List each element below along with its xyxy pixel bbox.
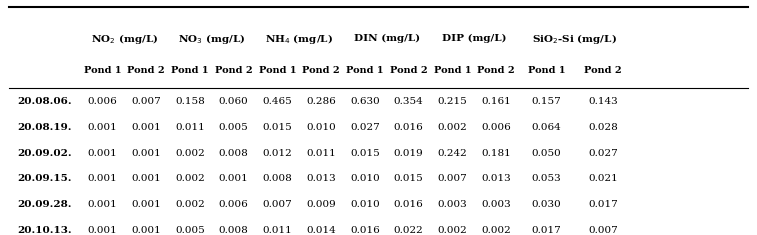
Text: 0.007: 0.007: [438, 174, 467, 183]
Text: 0.001: 0.001: [131, 200, 161, 209]
Text: 0.007: 0.007: [263, 200, 292, 209]
Text: 0.064: 0.064: [531, 123, 561, 132]
Text: 0.016: 0.016: [394, 123, 424, 132]
Text: 0.010: 0.010: [307, 123, 336, 132]
Text: 0.027: 0.027: [350, 123, 380, 132]
Text: 0.009: 0.009: [307, 200, 336, 209]
Text: Pond 2: Pond 2: [478, 66, 515, 75]
Text: 0.001: 0.001: [131, 149, 161, 157]
Text: 0.012: 0.012: [263, 149, 292, 157]
Text: 20.08.06.: 20.08.06.: [17, 97, 72, 106]
Text: 0.001: 0.001: [88, 174, 117, 183]
Text: 0.014: 0.014: [307, 226, 336, 235]
Text: 20.08.19.: 20.08.19.: [17, 123, 72, 132]
Text: 0.001: 0.001: [131, 123, 161, 132]
Text: 0.050: 0.050: [531, 149, 561, 157]
Text: 0.030: 0.030: [531, 200, 561, 209]
Text: 0.002: 0.002: [438, 226, 467, 235]
Text: 0.465: 0.465: [263, 97, 292, 106]
Text: 0.630: 0.630: [350, 97, 380, 106]
Text: 0.013: 0.013: [481, 174, 511, 183]
Text: 0.019: 0.019: [394, 149, 424, 157]
Text: Pond 2: Pond 2: [302, 66, 340, 75]
Text: 0.003: 0.003: [438, 200, 467, 209]
Text: 0.010: 0.010: [350, 174, 380, 183]
Text: 0.053: 0.053: [531, 174, 561, 183]
Text: NO$_2$ (mg/L): NO$_2$ (mg/L): [91, 32, 158, 46]
Text: 0.242: 0.242: [438, 149, 467, 157]
Text: 0.015: 0.015: [350, 149, 380, 157]
Text: 0.001: 0.001: [88, 149, 117, 157]
Text: Pond 1: Pond 1: [84, 66, 121, 75]
Text: 0.005: 0.005: [175, 226, 205, 235]
Text: 0.015: 0.015: [263, 123, 292, 132]
Text: 0.060: 0.060: [219, 97, 248, 106]
Text: NH$_4$ (mg/L): NH$_4$ (mg/L): [265, 32, 333, 46]
Text: Pond 2: Pond 2: [584, 66, 621, 75]
Text: 0.011: 0.011: [307, 149, 336, 157]
Text: 0.002: 0.002: [175, 174, 205, 183]
Text: 0.007: 0.007: [131, 97, 161, 106]
Text: 0.008: 0.008: [263, 174, 292, 183]
Text: 0.006: 0.006: [219, 200, 248, 209]
Text: 0.002: 0.002: [438, 123, 467, 132]
Text: 0.002: 0.002: [175, 149, 205, 157]
Text: 0.021: 0.021: [588, 174, 618, 183]
Text: DIN (mg/L): DIN (mg/L): [354, 34, 420, 43]
Text: 0.157: 0.157: [531, 97, 561, 106]
Text: 0.017: 0.017: [588, 200, 618, 209]
Text: 0.013: 0.013: [307, 174, 336, 183]
Text: 0.001: 0.001: [88, 123, 117, 132]
Text: 0.006: 0.006: [481, 123, 511, 132]
Text: 0.001: 0.001: [131, 174, 161, 183]
Text: 0.028: 0.028: [588, 123, 618, 132]
Text: 0.161: 0.161: [481, 97, 511, 106]
Text: 0.011: 0.011: [175, 123, 205, 132]
Text: DIP (mg/L): DIP (mg/L): [442, 34, 506, 43]
Text: 0.015: 0.015: [394, 174, 424, 183]
Text: 20.10.13.: 20.10.13.: [17, 226, 72, 235]
Text: 0.286: 0.286: [307, 97, 336, 106]
Text: 0.008: 0.008: [219, 149, 248, 157]
Text: 0.008: 0.008: [219, 226, 248, 235]
Text: 0.027: 0.027: [588, 149, 618, 157]
Text: Pond 1: Pond 1: [528, 66, 565, 75]
Text: 0.016: 0.016: [394, 200, 424, 209]
Text: 0.016: 0.016: [350, 226, 380, 235]
Text: 0.001: 0.001: [131, 226, 161, 235]
Text: NO$_3$ (mg/L): NO$_3$ (mg/L): [178, 32, 245, 46]
Text: 0.001: 0.001: [88, 200, 117, 209]
Text: 0.181: 0.181: [481, 149, 511, 157]
Text: Pond 1: Pond 1: [434, 66, 471, 75]
Text: Pond 2: Pond 2: [390, 66, 428, 75]
Text: SiO$_2$-Si (mg/L): SiO$_2$-Si (mg/L): [532, 32, 617, 46]
Text: 0.007: 0.007: [588, 226, 618, 235]
Text: 0.215: 0.215: [438, 97, 467, 106]
Text: 0.005: 0.005: [219, 123, 248, 132]
Text: 20.09.15.: 20.09.15.: [17, 174, 72, 183]
Text: Pond 1: Pond 1: [346, 66, 384, 75]
Text: 0.002: 0.002: [481, 226, 511, 235]
Text: 0.011: 0.011: [263, 226, 292, 235]
Text: 0.017: 0.017: [531, 226, 561, 235]
Text: Pond 2: Pond 2: [215, 66, 253, 75]
Text: 0.001: 0.001: [88, 226, 117, 235]
Text: 0.001: 0.001: [219, 174, 248, 183]
Text: 0.002: 0.002: [175, 200, 205, 209]
Text: 0.022: 0.022: [394, 226, 424, 235]
Text: 20.09.02.: 20.09.02.: [17, 149, 72, 157]
Text: Pond 2: Pond 2: [127, 66, 165, 75]
Text: Pond 1: Pond 1: [171, 66, 209, 75]
Text: 0.006: 0.006: [88, 97, 117, 106]
Text: 0.143: 0.143: [588, 97, 618, 106]
Text: 0.003: 0.003: [481, 200, 511, 209]
Text: 0.354: 0.354: [394, 97, 424, 106]
Text: 20.09.28.: 20.09.28.: [17, 200, 72, 209]
Text: Pond 1: Pond 1: [259, 66, 296, 75]
Text: 0.158: 0.158: [175, 97, 205, 106]
Text: 0.010: 0.010: [350, 200, 380, 209]
